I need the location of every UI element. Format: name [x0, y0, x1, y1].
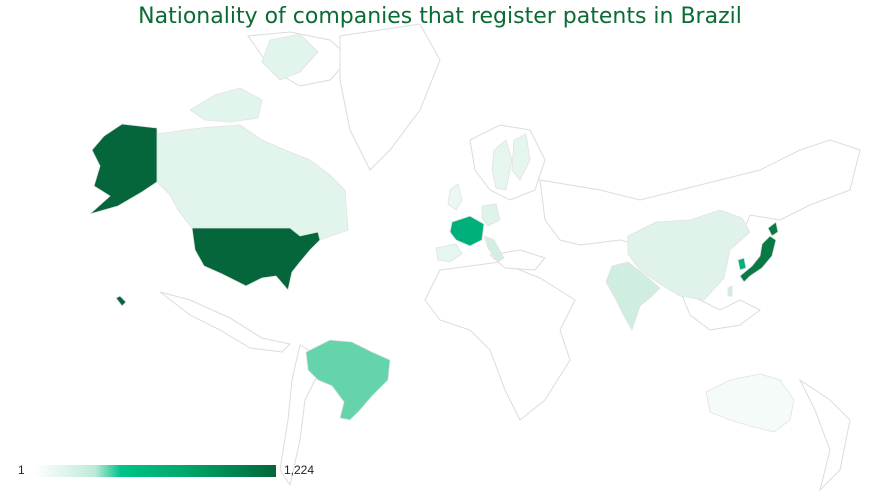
country-hawaii[interactable] — [116, 296, 126, 306]
legend-max-label: 1,224 — [284, 463, 314, 477]
country-united-kingdom[interactable] — [448, 184, 462, 210]
country-south-korea[interactable] — [738, 258, 746, 270]
country-canada[interactable] — [157, 125, 348, 240]
country-france[interactable] — [450, 216, 484, 246]
country-brazil[interactable] — [306, 340, 390, 420]
country-japan[interactable] — [740, 236, 776, 282]
country-layer — [90, 34, 794, 432]
legend-min-label: 1 — [18, 463, 25, 477]
country-spain[interactable] — [436, 244, 462, 262]
country-alaska[interactable] — [90, 124, 157, 214]
country-germany[interactable] — [482, 204, 500, 226]
country-united-states[interactable] — [192, 228, 320, 290]
country-taiwan[interactable] — [728, 286, 732, 296]
country-japan-north[interactable] — [768, 222, 778, 236]
legend-gradient-bar — [34, 465, 276, 477]
color-legend: 1 1,224 — [14, 462, 344, 480]
country-australia[interactable] — [706, 374, 794, 432]
country-canada-islands[interactable] — [190, 88, 262, 122]
